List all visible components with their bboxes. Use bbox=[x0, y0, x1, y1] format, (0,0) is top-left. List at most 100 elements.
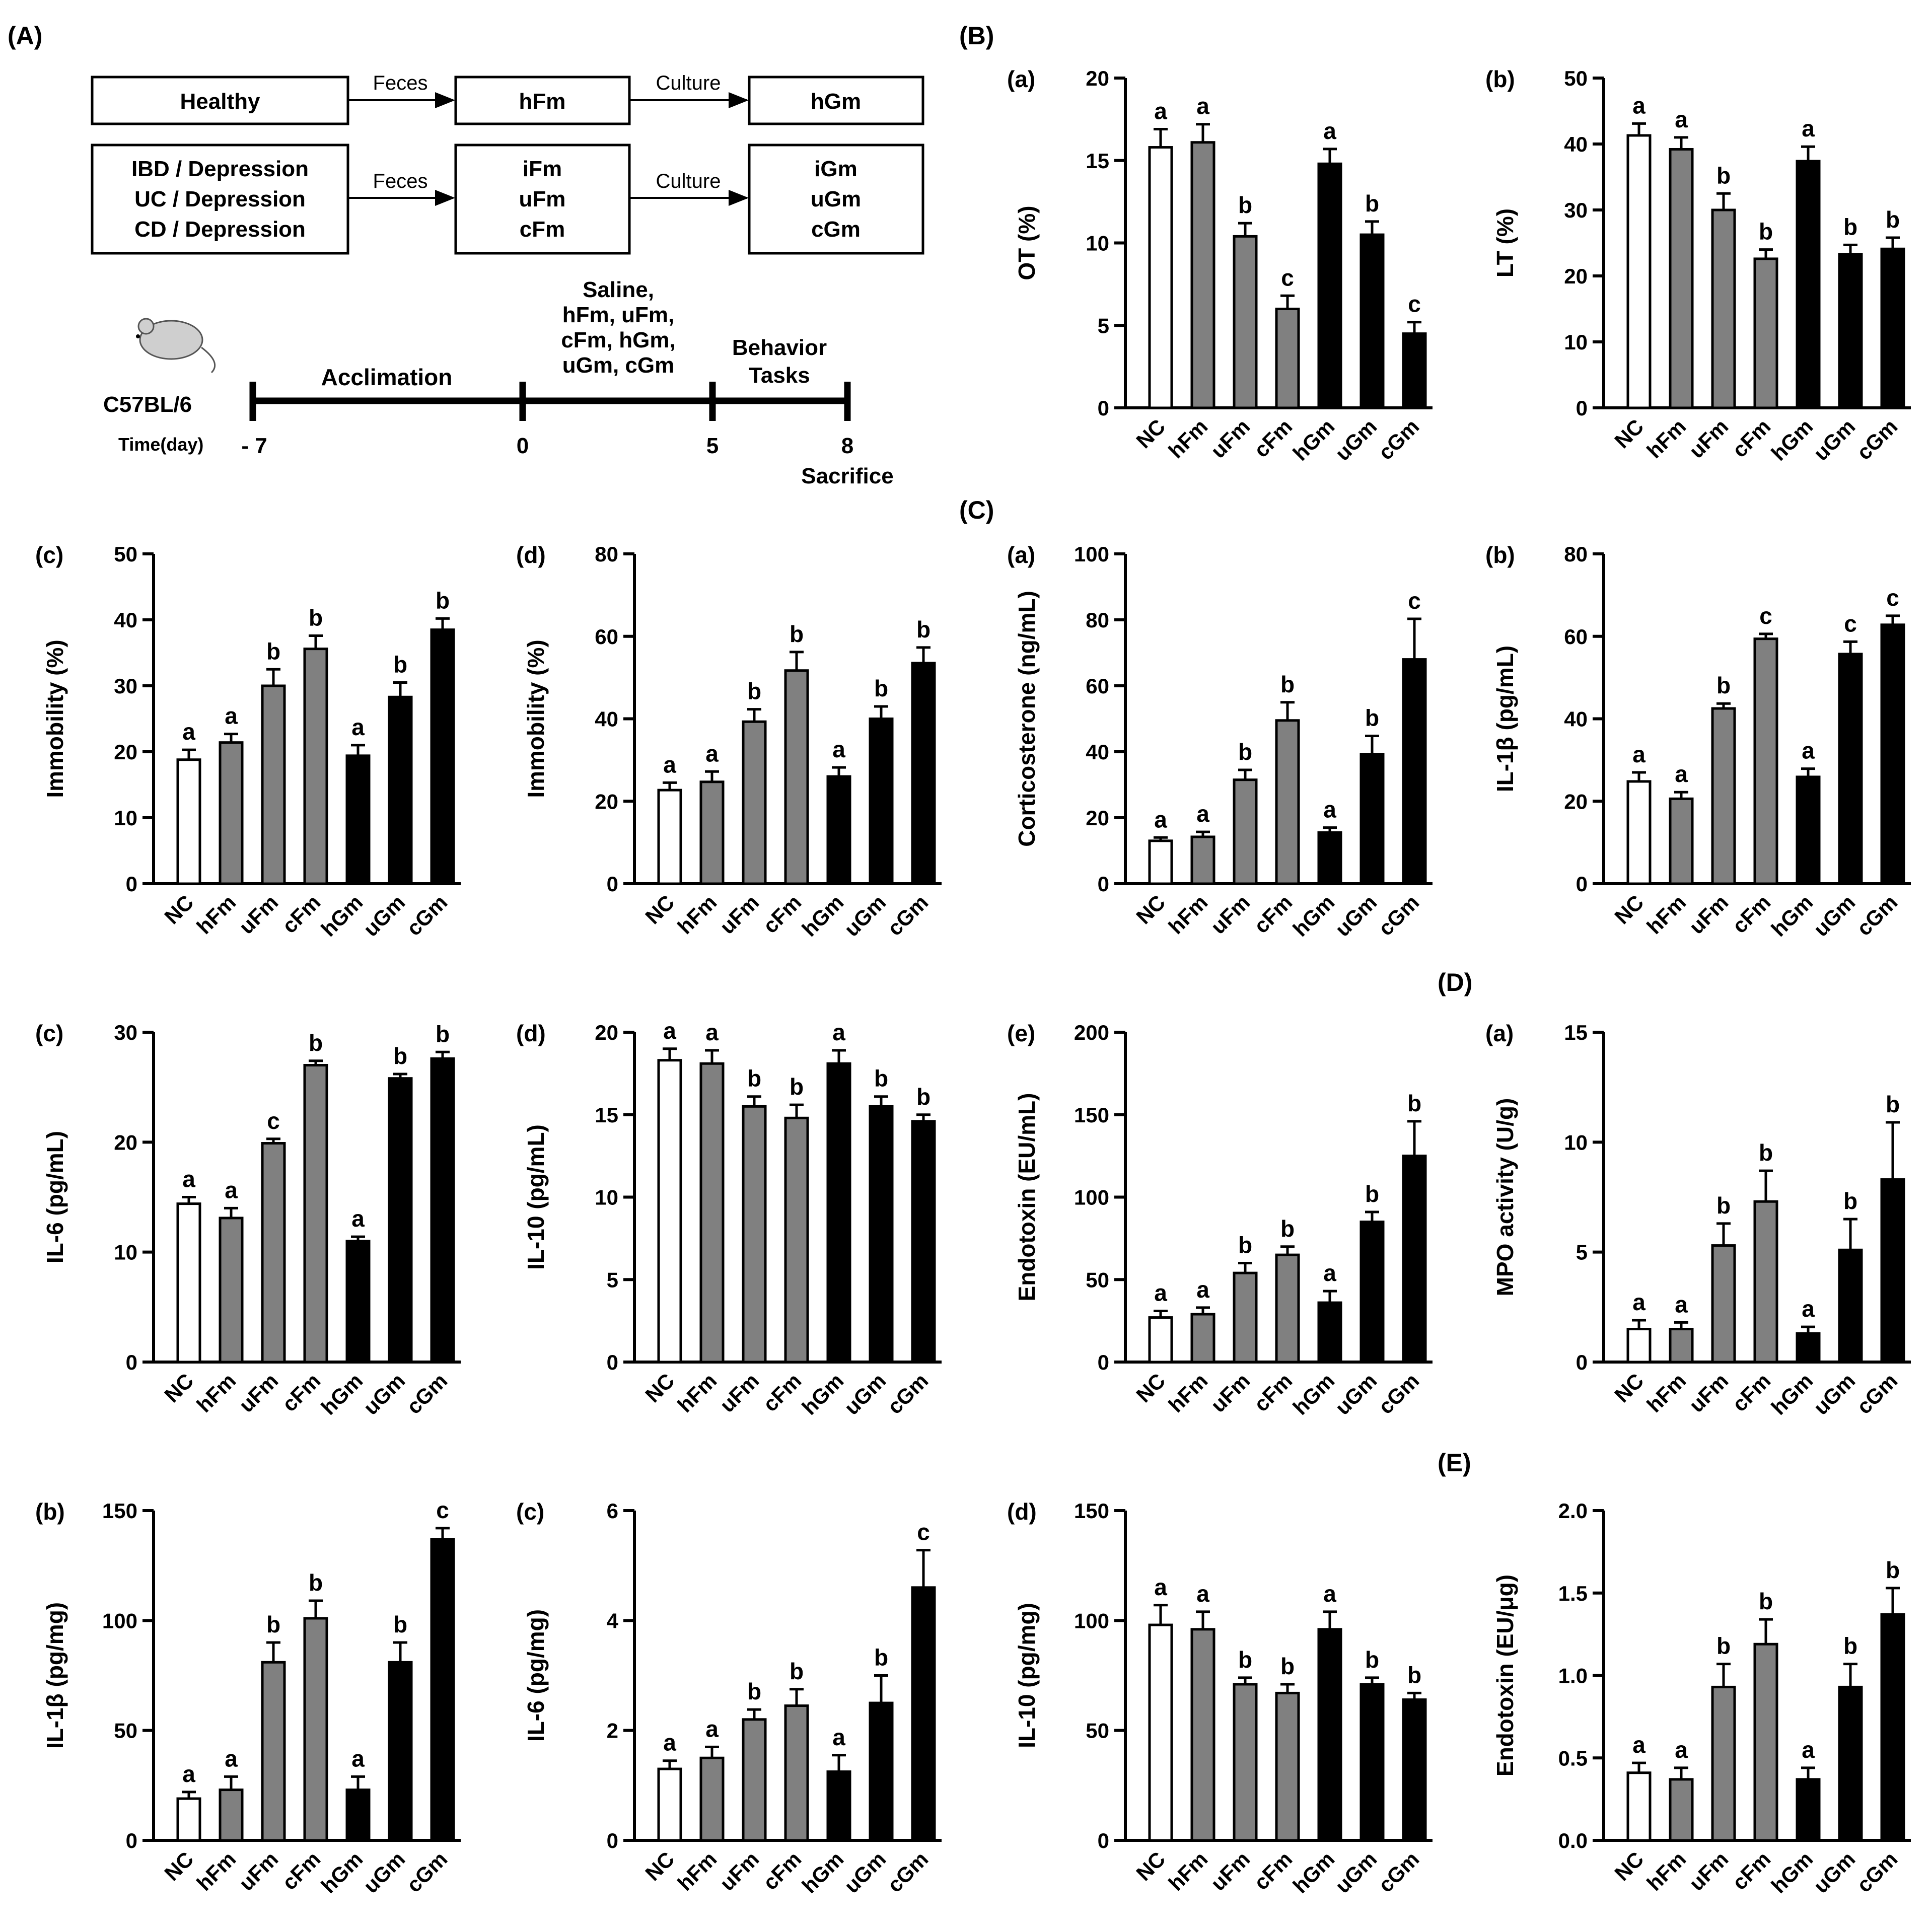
day-0: 0 bbox=[517, 434, 529, 458]
significance-letter: a bbox=[705, 740, 719, 766]
y-tick-label: 0 bbox=[126, 872, 137, 896]
significance-letter: b bbox=[1365, 190, 1379, 217]
panel-letter-a: (A) bbox=[8, 22, 42, 50]
significance-letter: c bbox=[1281, 264, 1294, 291]
x-tick-label: NC bbox=[640, 1369, 679, 1407]
significance-letter: b bbox=[1280, 671, 1295, 697]
y-tick-label: 40 bbox=[114, 608, 137, 632]
significance-letter: b bbox=[1886, 1091, 1900, 1117]
x-tick-label: cGm bbox=[883, 890, 933, 940]
y-tick-label: 10 bbox=[114, 806, 137, 830]
significance-letter: b bbox=[1759, 1139, 1773, 1166]
significance-letter: b bbox=[1407, 1090, 1421, 1116]
bar-hfm bbox=[1190, 141, 1215, 409]
time-label: Time(day) bbox=[118, 434, 203, 455]
y-tick-label: 40 bbox=[1086, 740, 1109, 764]
x-tick-label: NC bbox=[1610, 1847, 1648, 1885]
significance-letter: b bbox=[1759, 1588, 1773, 1614]
bar-hgm bbox=[345, 1789, 371, 1842]
significance-letter: b bbox=[309, 604, 323, 630]
treatment-line-1: Saline, bbox=[583, 277, 654, 302]
bar-hgm bbox=[1317, 1301, 1342, 1364]
x-tick-label: hFm bbox=[1642, 1369, 1690, 1417]
significance-letter: b bbox=[1365, 1181, 1379, 1207]
significance-letter: b bbox=[1716, 672, 1731, 698]
y-tick-label: 20 bbox=[1564, 790, 1588, 813]
x-tick-label: cFm bbox=[1728, 414, 1775, 462]
significance-letter: a bbox=[1632, 92, 1645, 118]
healthy-box bbox=[91, 76, 349, 125]
significance-letter: a bbox=[1154, 1279, 1167, 1306]
hgm-label: hGm bbox=[811, 89, 861, 114]
timeline: C57BL/6 Time(day) Acclimation Saline, hF… bbox=[103, 277, 894, 488]
bar-cfm bbox=[1753, 1642, 1778, 1842]
chart-sublabel: (e) bbox=[1007, 1020, 1035, 1046]
bar-nc bbox=[1148, 839, 1173, 885]
y-tick-label: 0 bbox=[1576, 872, 1588, 896]
bar-cgm bbox=[430, 1538, 455, 1842]
y-tick-label: 40 bbox=[1564, 132, 1588, 156]
significance-letter: a bbox=[1802, 1737, 1815, 1763]
significance-letter: a bbox=[663, 751, 676, 777]
bar-hfm bbox=[699, 1756, 725, 1842]
x-tick-label: cFm bbox=[1728, 890, 1775, 938]
fm-box bbox=[454, 144, 631, 255]
y-tick-label: 10 bbox=[1564, 330, 1588, 354]
x-tick-label: uGm bbox=[1330, 1369, 1381, 1419]
x-tick-label: uGm bbox=[1330, 890, 1381, 941]
bar-cgm bbox=[430, 628, 455, 885]
x-tick-label: cFm bbox=[277, 1369, 325, 1416]
significance-letter: b bbox=[393, 1043, 407, 1069]
treatment-line-4: uGm, cGm bbox=[562, 353, 675, 378]
significance-letter: a bbox=[705, 1019, 719, 1045]
bar-hgm bbox=[345, 1240, 371, 1364]
panel-letter-b: (B) bbox=[959, 22, 994, 50]
significance-letter: a bbox=[182, 719, 195, 745]
y-tick-label: 30 bbox=[114, 674, 137, 698]
y-axis-label: OT (%) bbox=[1014, 205, 1040, 280]
chart-d-a: 0 5 10 15 MPO activity (U/g) (a) a NC a hFm b uFm b c… bbox=[1485, 1020, 1911, 1419]
x-tick-label: NC bbox=[1131, 1369, 1170, 1407]
x-tick-label: hFm bbox=[1164, 890, 1212, 939]
significance-letter: a bbox=[1323, 1260, 1336, 1286]
panel-letter-d: (D) bbox=[1438, 968, 1472, 996]
x-tick-label: NC bbox=[1131, 1847, 1170, 1885]
bar-cfm bbox=[303, 1064, 328, 1364]
x-tick-label: uGm bbox=[839, 890, 890, 941]
chart-sublabel: (c) bbox=[516, 1498, 544, 1525]
igm-label: iGm bbox=[814, 157, 857, 181]
day-minus-7: - 7 bbox=[241, 434, 267, 458]
bar-nc bbox=[176, 758, 201, 885]
significance-letter: a bbox=[1802, 738, 1815, 764]
x-tick-label: uGm bbox=[1809, 1369, 1859, 1419]
y-tick-label: 30 bbox=[1564, 198, 1588, 222]
significance-letter: a bbox=[663, 1018, 676, 1044]
significance-letter: b bbox=[1886, 1557, 1900, 1583]
day-5: 5 bbox=[706, 434, 719, 458]
chart-sublabel: (c) bbox=[35, 542, 63, 568]
x-tick-label: uFm bbox=[715, 1369, 763, 1417]
bar-nc bbox=[1148, 146, 1173, 409]
chart-sublabel: (a) bbox=[1007, 542, 1035, 568]
significance-letter: a bbox=[663, 1730, 676, 1756]
mouse-icon bbox=[136, 318, 216, 374]
bar-ugm bbox=[1359, 753, 1385, 885]
chart-e-a: 0.0 0.5 1.0 1.5 2.0 Endotoxin (EU/μg) a NC a hFm b… bbox=[1492, 1499, 1911, 1898]
y-tick-label: 100 bbox=[102, 1609, 137, 1632]
significance-letter: a bbox=[1323, 118, 1336, 144]
panel-letter-e: (E) bbox=[1438, 1449, 1471, 1477]
significance-letter: c bbox=[1408, 588, 1421, 614]
bar-hfm bbox=[1190, 1313, 1215, 1364]
x-tick-label: hGm bbox=[1288, 1847, 1339, 1898]
bar-cfm bbox=[1753, 637, 1778, 885]
bar-hgm bbox=[1796, 160, 1821, 409]
y-tick-label: 20 bbox=[1564, 264, 1588, 288]
chart-d-c: 0 2 4 6 IL-6 (pg/mg) (c) a NC a hFm b uFm b cFm a hGm b u… bbox=[516, 1498, 942, 1898]
y-tick-label: 50 bbox=[114, 1719, 137, 1743]
significance-letter: a bbox=[1323, 797, 1336, 823]
y-tick-label: 10 bbox=[114, 1241, 137, 1264]
y-tick-label: 0.0 bbox=[1558, 1829, 1588, 1852]
feces-label-1: Feces bbox=[373, 72, 428, 94]
disease-label-3: CD / Depression bbox=[134, 217, 306, 242]
bar-ufm bbox=[1711, 1244, 1736, 1364]
